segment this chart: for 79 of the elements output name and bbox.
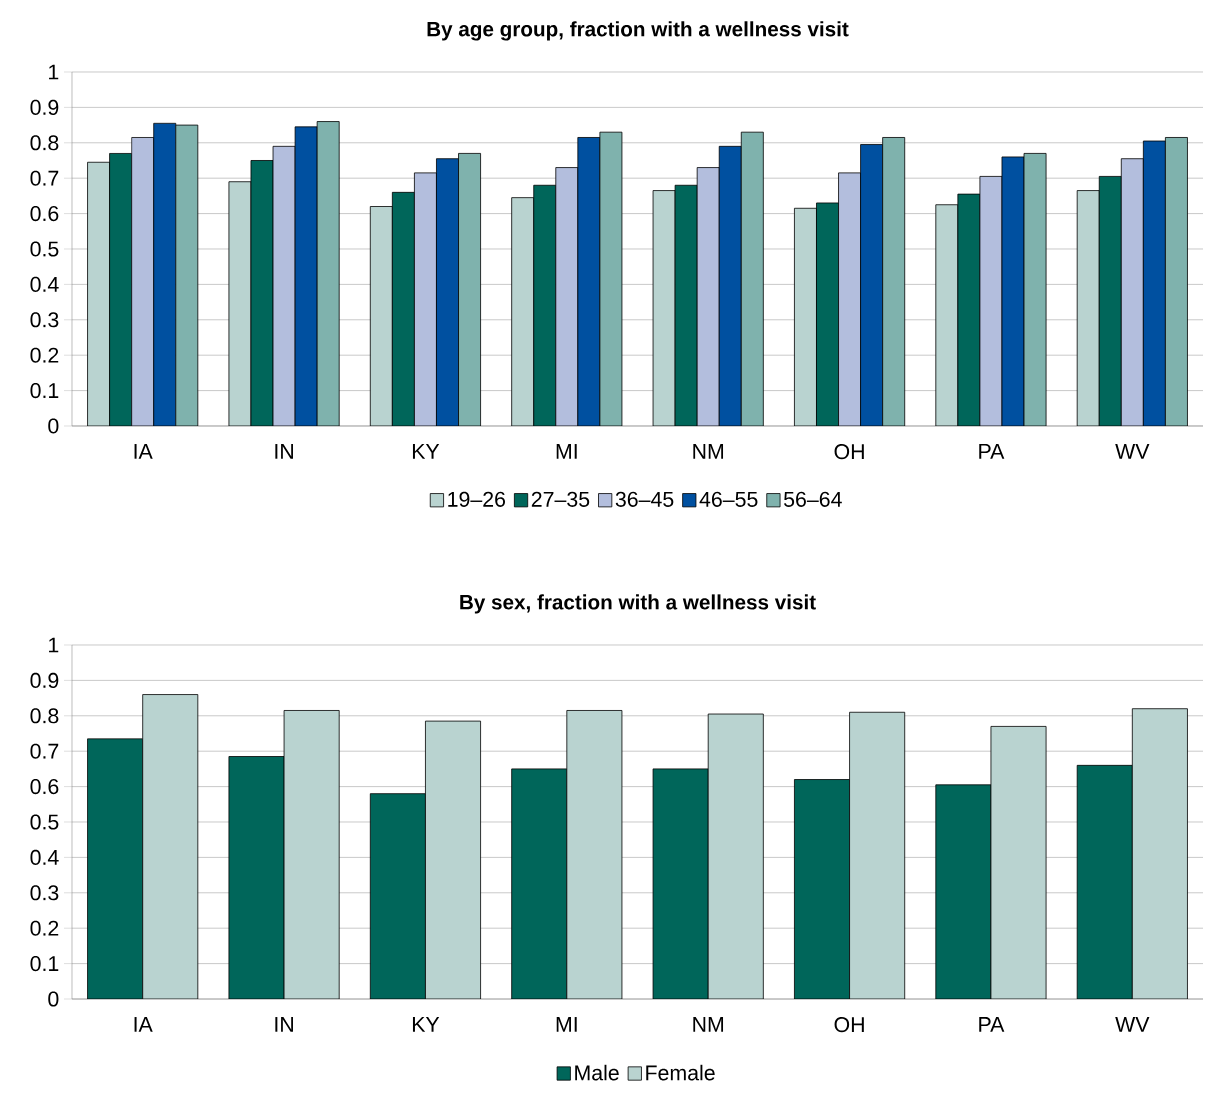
legend-label: 46–55: [699, 491, 758, 507]
y-tick-label: 0.6: [30, 206, 59, 222]
bar: [1076, 190, 1100, 426]
bar: [511, 768, 568, 999]
bar: [511, 197, 535, 426]
x-tick-label: IN: [275, 444, 293, 459]
y-tick-label: 0.5: [30, 814, 59, 830]
x-tick-label: KY: [412, 444, 440, 459]
legend-label: 27–35: [531, 491, 590, 507]
y-tick-label: 0: [48, 991, 59, 1007]
x-tick-label: MI: [556, 1017, 577, 1032]
y-tick-label: 0.5: [30, 241, 59, 257]
y-tick-label: 0.3: [30, 885, 59, 901]
bar: [794, 779, 850, 999]
bar: [860, 144, 884, 426]
bar: [153, 122, 177, 426]
x-tick-label: WV: [1115, 1017, 1150, 1032]
bar: [1098, 176, 1122, 426]
x-tick-label: IN: [275, 1017, 293, 1032]
legend-label: Female: [646, 1064, 715, 1081]
bar: [228, 756, 285, 999]
y-tick-label: 0.2: [30, 347, 59, 363]
y-tick-label: 0.7: [30, 170, 59, 186]
bar: [436, 158, 459, 426]
bar: [228, 181, 252, 426]
y-tick-label: 0.9: [30, 99, 59, 115]
x-tick-label: NM: [693, 1017, 724, 1032]
bar: [1142, 140, 1166, 426]
bar: [816, 202, 839, 426]
y-tick-label: 0.6: [30, 779, 59, 795]
bar: [1076, 764, 1133, 999]
chart-title: By age group, fraction with a wellness visit: [427, 21, 849, 41]
bar: [674, 184, 698, 426]
chart-title: By sex, fraction with a wellness visit: [460, 594, 816, 614]
y-tick-label: 0.9: [30, 672, 59, 688]
y-tick-label: 0.7: [30, 743, 59, 759]
y-tick-label: 0.8: [30, 708, 59, 724]
y-tick-label: 0.2: [30, 920, 59, 936]
bar: [87, 161, 111, 426]
y-tick-label: 0.3: [30, 312, 59, 328]
legend-label: Male: [575, 1064, 619, 1081]
bar: [369, 793, 426, 999]
legend-label: 36–45: [615, 491, 674, 507]
x-tick-label: KY: [412, 1017, 440, 1032]
y-tick-label: 0: [48, 418, 59, 434]
x-tick-label: PA: [979, 444, 1005, 459]
bar: [391, 191, 415, 426]
x-tick-label: IA: [134, 444, 153, 459]
bar: [718, 145, 742, 426]
x-tick-label: IA: [134, 1017, 153, 1032]
bar: [533, 184, 557, 426]
y-tick-label: 0.4: [30, 276, 59, 292]
y-tick-label: 0.1: [30, 383, 59, 399]
bar: [935, 204, 959, 426]
y-tick-label: 0.1: [30, 956, 59, 972]
x-tick-label: WV: [1115, 444, 1150, 459]
bar: [577, 137, 601, 426]
legend-label: 19–26: [448, 491, 506, 507]
bar: [957, 193, 981, 426]
y-tick-label: 0.8: [30, 135, 59, 151]
x-tick-label: OH: [834, 1017, 864, 1033]
bar: [652, 190, 676, 426]
bar: [369, 206, 393, 426]
bar: [250, 160, 274, 426]
y-tick-label: 1: [49, 64, 59, 80]
x-tick-label: OH: [834, 444, 864, 460]
bar: [652, 768, 709, 999]
x-tick-label: NM: [693, 444, 724, 459]
x-tick-label: MI: [556, 444, 577, 459]
legend-label: 56–64: [784, 491, 842, 507]
bar: [294, 126, 318, 426]
bar: [87, 738, 144, 999]
bar: [1001, 156, 1025, 426]
x-tick-label: PA: [979, 1017, 1005, 1032]
y-tick-label: 1: [49, 637, 59, 653]
y-tick-label: 0.4: [30, 849, 59, 865]
bar: [935, 784, 992, 999]
bar: [109, 153, 133, 426]
bar: [794, 207, 817, 426]
